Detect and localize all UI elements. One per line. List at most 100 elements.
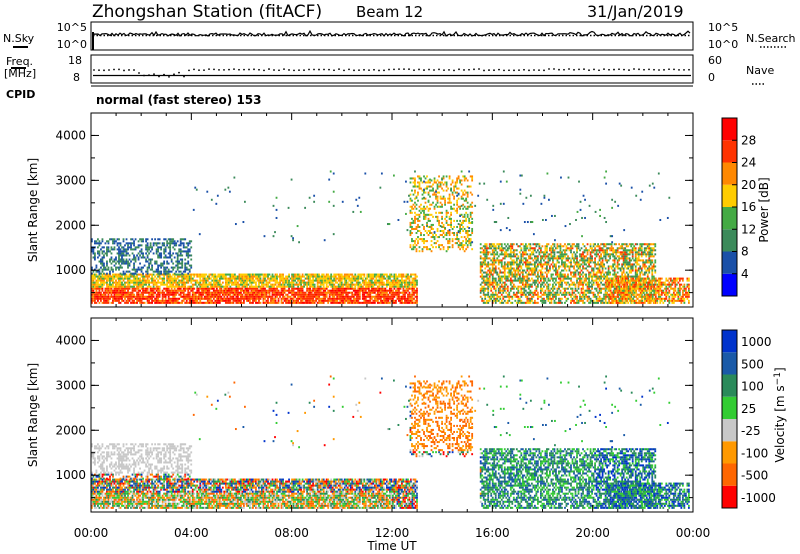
power-cell [321,281,324,284]
power-cell [384,287,387,290]
power-cell [110,238,113,241]
power-cell [235,293,238,296]
power-cell [267,281,269,284]
power-cell [523,279,526,282]
power-cell [178,250,181,253]
power-cell [250,281,253,284]
power-cell [103,246,105,249]
nave-point [168,76,170,78]
power-cell [125,275,128,278]
power-cell [468,229,471,233]
power-cell [133,285,135,288]
power-cell [211,295,214,298]
power-cell [306,295,309,298]
power-cell [294,295,296,298]
power-cell [113,297,116,300]
power-cell [202,281,205,284]
power-cell [352,287,355,290]
power-cell [544,257,547,260]
power-cell [184,273,187,276]
power-cell [246,277,248,280]
power-cell [136,254,138,257]
power-cell [370,275,373,278]
power-cell [466,246,469,249]
power-cell [136,299,138,302]
power-cell [381,273,384,276]
power-cell [375,273,378,276]
power-cell [459,205,462,208]
power-cell [385,281,388,284]
power-cell [334,297,337,300]
power-cell [217,285,220,288]
power-cell [184,262,187,265]
power-cell [98,272,101,275]
power-cell [106,285,108,288]
power-cell [508,253,511,256]
power-cell [154,291,157,294]
power-cell [337,301,340,304]
nave-point [613,68,615,71]
power-cell [106,260,108,263]
power-cell [457,240,460,243]
power-cell [303,283,306,286]
power-cell [413,277,415,280]
power-cell [98,242,101,245]
power-cell [181,260,184,263]
power-cell [175,299,178,302]
power-cell [370,287,373,290]
power-cell [181,242,184,245]
power-cell [466,244,469,247]
power-cell [450,223,452,226]
power-cell [512,243,515,246]
power-cell [515,295,518,298]
power-cell [175,291,178,294]
power-cell [232,281,235,284]
power-cell [481,277,484,280]
power-cell [412,227,415,230]
power-cell [176,275,179,278]
power-cell [506,249,509,252]
power-cell [508,271,511,274]
power-cell [396,297,399,300]
power-cell [354,301,357,304]
power-cell [249,275,251,278]
power-cell [301,281,304,284]
power-cell [233,297,236,300]
power-cell [520,249,523,252]
power-cell [283,289,286,292]
power-cell [167,289,170,292]
power-cell [133,283,135,286]
power-cell [97,277,99,280]
power-cell [549,289,551,292]
power-cell [107,273,110,276]
power-cell [292,293,295,296]
power-cell [103,275,105,278]
power-cell [388,275,391,278]
power-cell [116,252,119,255]
power-cell [211,301,214,304]
power-cell [100,299,102,302]
power-cell [304,273,307,276]
nave-point [593,68,595,71]
power-cell [298,281,301,284]
power-cell [157,293,160,296]
power-cell [523,245,526,248]
power-cell [558,281,560,284]
power-cell [115,281,117,284]
power-cell [157,287,160,290]
power-cell [506,253,509,256]
power-cell [92,283,95,286]
power-cell [352,283,355,286]
power-cell [506,263,509,266]
power-cell [115,283,117,286]
power-cell [100,287,102,290]
power-cell [411,240,413,243]
power-cell [393,301,396,304]
power-cell [145,283,147,286]
power-cell [427,199,430,202]
power-cell [271,293,274,296]
power-cell [414,219,416,222]
power-cell [415,248,418,251]
power-cell [485,243,488,246]
power-cell [506,271,509,274]
